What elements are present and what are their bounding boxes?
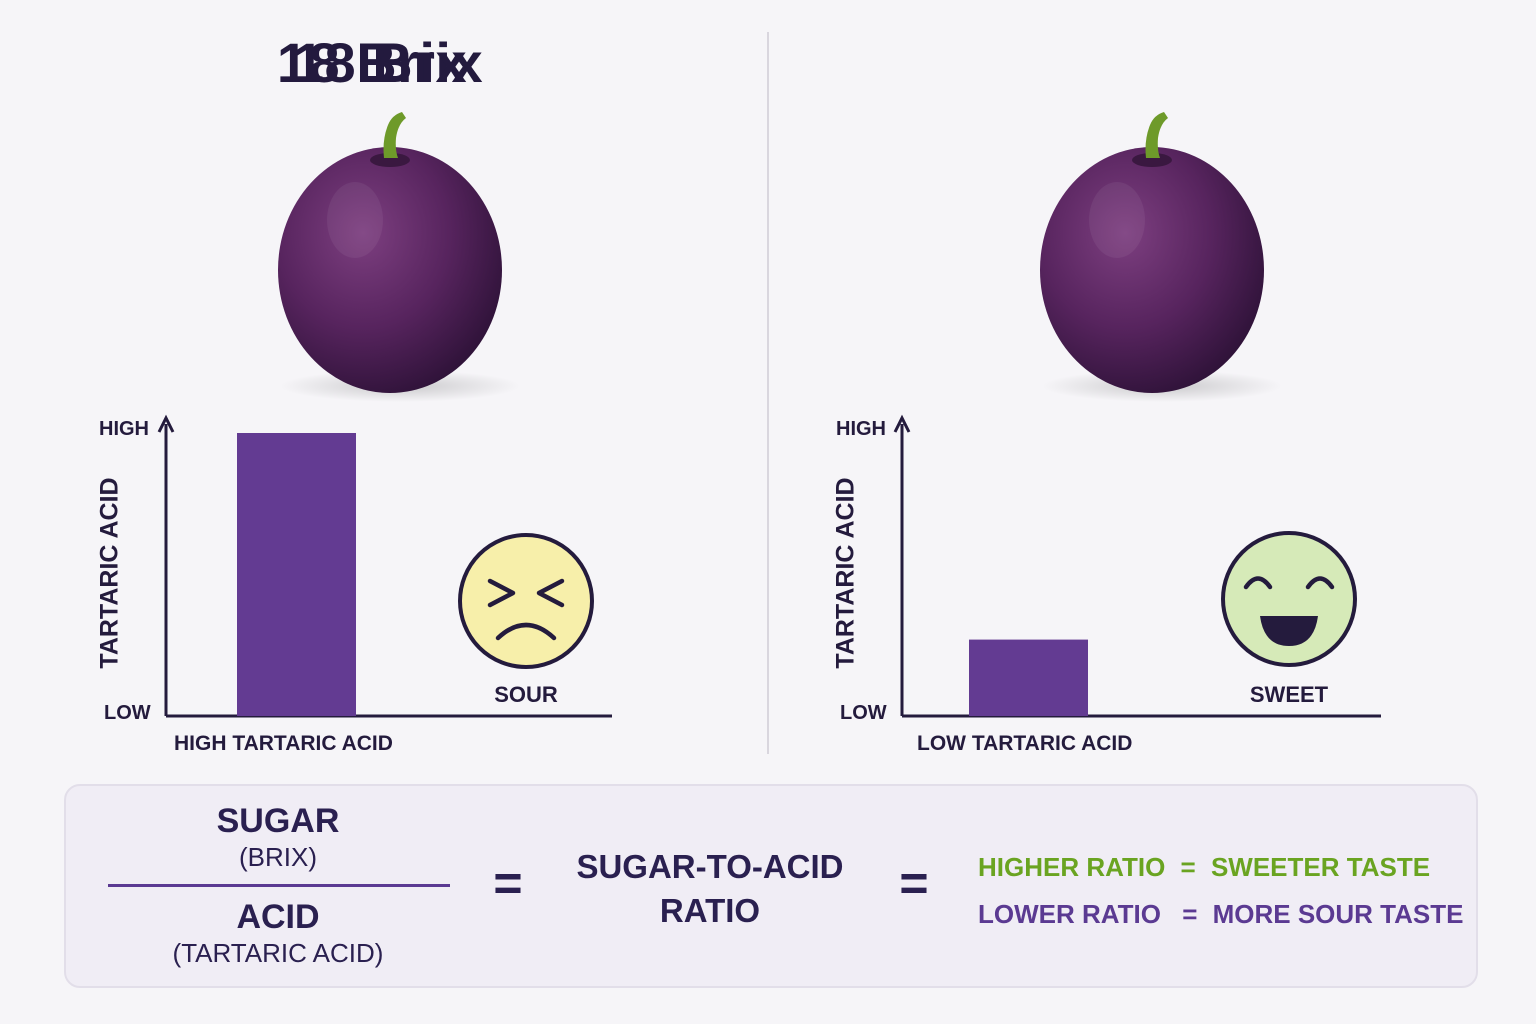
y-low-label: LOW: [104, 702, 151, 724]
ratio-title-line1: SUGAR-TO-ACID: [576, 848, 844, 885]
lower-equals: =: [1182, 899, 1198, 929]
acid-bar: [969, 639, 1088, 716]
brix-title: 18 Brix: [276, 31, 468, 94]
more-sour-taste-label: MORE SOUR TASTE: [1212, 899, 1464, 929]
sour-face-icon: [458, 533, 594, 669]
right-panel: 18 Brix HIGH LO: [277, 0, 1536, 770]
happy-face-icon: [1221, 531, 1357, 667]
higher-ratio-line: HIGHER RATIO = SWEETER TASTE: [978, 852, 1430, 883]
equals-sign: =: [493, 855, 523, 911]
sour-label: SOUR: [494, 682, 558, 707]
acid-chart-right: [893, 414, 1381, 718]
higher-ratio-label: HIGHER RATIO: [978, 852, 1166, 882]
brix-title: 18 Brix: [292, 31, 484, 94]
sweet-label: SWEET: [1249, 682, 1329, 707]
sweeter-taste-label: SWEETER TASTE: [1210, 852, 1431, 882]
lower-ratio-line: LOWER RATIO = MORE SOUR TASTE: [978, 899, 1463, 930]
acid-bar: [237, 433, 356, 716]
panel-divider: [767, 32, 769, 754]
y-high-label: HIGH: [836, 418, 886, 440]
x-axis-label: HIGH TARTARIC ACID: [174, 732, 393, 755]
grape-icon: [1040, 112, 1282, 402]
denominator-acid: ACID: [236, 898, 320, 936]
ratio-title-line2: RATIO: [659, 892, 761, 929]
y-axis-label: TARTARIC ACID: [831, 477, 860, 669]
left-panel: 18 Brix HIGH LO: [0, 0, 768, 770]
acid-chart-left: [157, 414, 612, 718]
lower-ratio-label: LOWER RATIO: [978, 899, 1161, 929]
y-axis-arrow-icon: [893, 414, 911, 433]
y-axis-label: TARTARIC ACID: [95, 477, 124, 669]
y-axis-arrow-icon: [157, 414, 175, 433]
y-low-label: LOW: [840, 702, 887, 724]
ratio-equation: SUGAR (BRIX) ACID (TARTARIC ACID) = SUGA…: [64, 784, 1478, 988]
numerator-sugar: SUGAR: [216, 802, 340, 840]
y-high-label: HIGH: [99, 418, 149, 440]
denominator-tartaric: (TARTARIC ACID): [172, 938, 384, 968]
grape-icon: [278, 112, 520, 402]
fraction-line: [108, 884, 450, 887]
numerator-brix: (BRIX): [239, 842, 317, 872]
x-axis-label: LOW TARTARIC ACID: [917, 732, 1133, 755]
equals-sign: =: [899, 855, 929, 911]
higher-equals: =: [1180, 852, 1196, 882]
